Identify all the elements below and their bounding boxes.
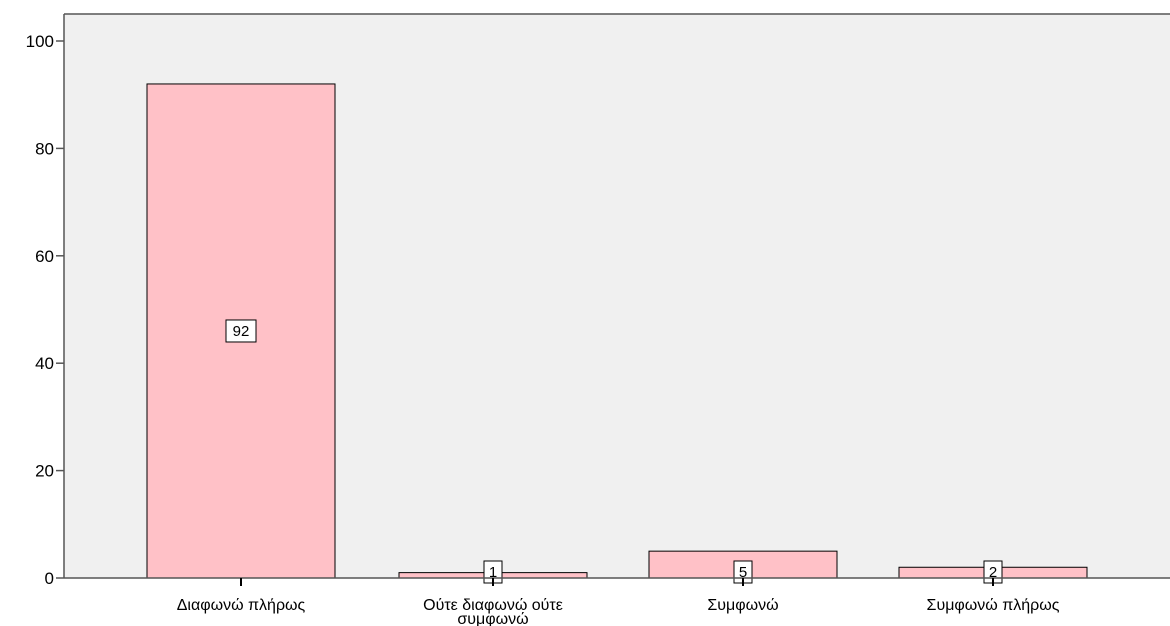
data-label-box	[225, 319, 257, 343]
x-category-label: Συμφωνώ πλήρως	[927, 597, 1060, 614]
x-category-label-line: Διαφωνώ πλήρως	[177, 597, 306, 614]
x-ticks-group: Διαφωνώ πλήρως Ούτε διαφωνώ ούτε συμφωνώ Συ…	[177, 578, 1060, 626]
data-label: 5	[739, 564, 747, 581]
x-category-label-line: Ούτε διαφωνώ ούτε	[423, 597, 563, 614]
y-ticks-group: 0 20 40 60 80 100	[26, 32, 64, 588]
data-label: 92	[233, 323, 250, 340]
x-category-label: Συμφωνώ	[707, 597, 778, 614]
x-category-label: Ούτε διαφωνώ ούτε συμφωνώ	[423, 597, 563, 626]
y-tick-label: 20	[35, 462, 54, 481]
y-tick-label: 60	[35, 247, 54, 266]
x-category-label-line: συμφωνώ	[457, 611, 528, 626]
x-category-label-line: Συμφωνώ	[707, 597, 778, 614]
y-tick-label: 40	[35, 354, 54, 373]
data-label: 2	[989, 564, 997, 581]
x-category-label: Διαφωνώ πλήρως	[177, 597, 306, 614]
y-tick-label: 80	[35, 139, 54, 158]
y-tick-label: 100	[26, 32, 54, 51]
x-category-label-line: Συμφωνώ πλήρως	[927, 597, 1060, 614]
y-tick-label: 0	[45, 569, 54, 588]
data-label: 1	[489, 564, 497, 581]
